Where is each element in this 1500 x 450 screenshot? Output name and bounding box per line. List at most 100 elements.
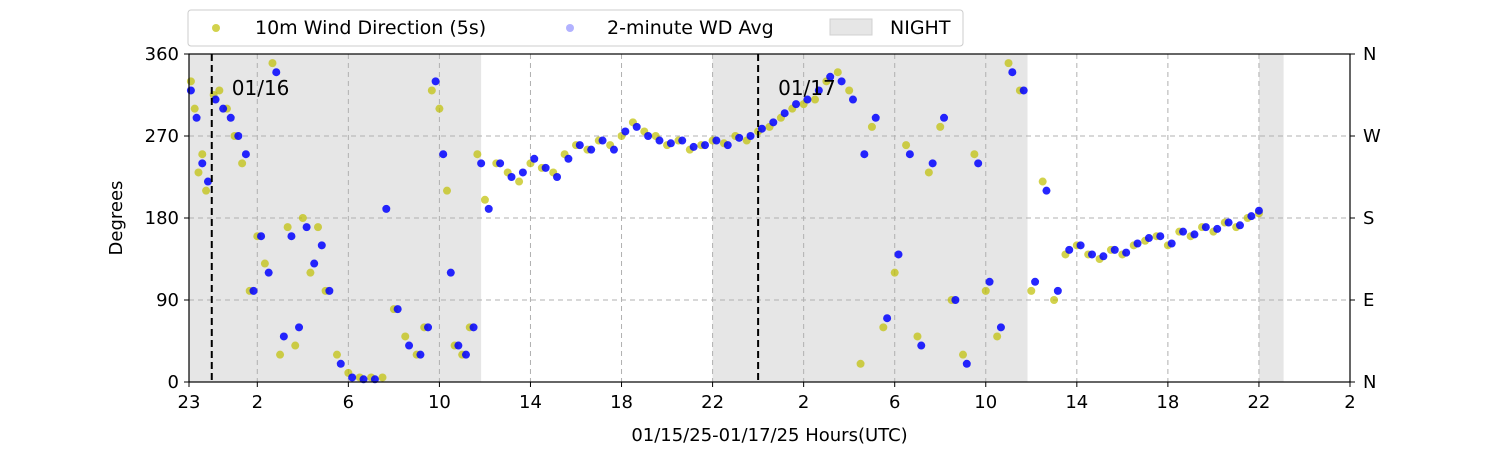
wd-avg-point: [249, 286, 258, 295]
wd-avg-point: [598, 136, 607, 145]
y-axis-label: Degrees: [106, 181, 127, 256]
wd-avg-point: [587, 145, 596, 154]
wind-direction-point: [202, 186, 211, 195]
wd-avg-point: [701, 141, 709, 150]
wd-avg-point: [883, 314, 892, 323]
wd-avg-point: [1019, 86, 1028, 95]
wd-avg-point: [940, 113, 949, 122]
wd-avg-point: [203, 177, 212, 186]
wd-avg-point: [769, 118, 778, 127]
wd-avg-point: [860, 150, 869, 159]
x-axis-label: 01/15/25-01/17/25 Hours(UTC): [631, 425, 907, 446]
wd-avg-point: [1224, 218, 1233, 227]
wd-avg-point: [461, 350, 470, 359]
wd-avg-point: [439, 150, 448, 159]
wind-direction-point: [1027, 286, 1036, 295]
wd-avg-point: [234, 132, 243, 140]
wd-avg-point: [310, 259, 319, 268]
wind-direction-point: [427, 86, 436, 95]
y-right-tick-label: S: [1363, 208, 1374, 229]
x-tick-label: 18: [1156, 392, 1179, 413]
wind-direction-point: [936, 122, 945, 131]
legend-label: 2-minute WD Avg: [607, 17, 774, 39]
wd-avg-point: [814, 86, 823, 95]
wd-avg-point: [186, 86, 195, 95]
wind-direction-point: [981, 286, 990, 295]
wd-avg-point: [530, 154, 539, 163]
x-tick-label: 22: [701, 392, 724, 413]
wd-avg-point: [746, 132, 755, 140]
wind-direction-point: [238, 159, 247, 168]
wd-avg-point: [454, 341, 463, 350]
wind-direction-point: [190, 104, 199, 113]
wind-direction-point: [1004, 59, 1013, 68]
wind-direction-point: [811, 95, 820, 104]
y-tick-label: 180: [145, 208, 179, 229]
data-layer: [186, 59, 1263, 384]
y-right-tick-label: N: [1363, 372, 1376, 393]
wd-avg-point: [1144, 234, 1153, 243]
wd-avg-point: [917, 341, 926, 350]
wd-avg-point: [496, 159, 505, 168]
day-marker-label: 01/17: [778, 76, 836, 100]
wd-avg-point: [1008, 68, 1017, 77]
wind-direction-point: [993, 332, 1002, 341]
wd-avg-point: [507, 173, 516, 181]
wd-avg-point: [226, 113, 235, 122]
wd-avg-point: [484, 204, 493, 213]
wd-avg-point: [655, 136, 664, 145]
wd-avg-point: [1042, 186, 1051, 195]
wind-direction-point: [833, 68, 842, 77]
wd-avg-point: [894, 250, 903, 259]
wd-avg-point: [1156, 232, 1165, 241]
x-tick-label: 14: [519, 392, 542, 413]
legend-night-swatch: [829, 18, 873, 36]
wd-avg-point: [644, 132, 653, 140]
wind-direction-point: [260, 259, 269, 268]
wd-avg-point: [393, 305, 402, 314]
y-tick-label: 0: [168, 372, 179, 393]
wind-direction-point: [515, 177, 524, 186]
wind-direction-point: [378, 373, 387, 382]
wd-avg-point: [996, 323, 1005, 332]
wd-avg-point: [348, 373, 357, 382]
wd-avg-point: [962, 359, 971, 368]
wind-direction-point: [401, 332, 410, 341]
wind-direction-point: [480, 195, 489, 204]
wd-avg-point: [1122, 248, 1131, 257]
wd-avg-point: [241, 150, 250, 159]
wd-avg-point: [735, 133, 744, 142]
wd-avg-point: [325, 286, 334, 295]
wd-avg-point: [446, 268, 455, 277]
wd-avg-point: [1179, 227, 1188, 236]
wind-direction-point: [856, 359, 865, 368]
wind-direction-point: [435, 104, 444, 113]
wd-avg-point: [848, 95, 857, 104]
wd-avg-point: [666, 139, 675, 148]
wd-avg-point: [469, 323, 478, 332]
wind-direction-point: [186, 77, 195, 86]
wd-avg-point: [826, 72, 835, 81]
wd-avg-point: [678, 136, 687, 145]
legend-label: 10m Wind Direction (5s): [255, 17, 486, 39]
wind-direction-point: [867, 122, 876, 131]
wd-avg-point: [1099, 252, 1108, 261]
x-tick-label: 2: [252, 392, 263, 413]
y-tick-label: 270: [145, 126, 179, 147]
wd-avg-point: [1065, 245, 1074, 254]
wd-avg-point: [1076, 241, 1085, 250]
y-right-tick-label: W: [1363, 126, 1381, 147]
wd-avg-point: [477, 159, 486, 168]
wd-avg-point: [198, 159, 207, 168]
x-tick-label: 22: [1247, 392, 1270, 413]
wind-direction-point: [215, 86, 224, 95]
wd-avg-point: [1133, 239, 1142, 248]
wind-direction-point: [314, 223, 322, 232]
wd-avg-point: [1235, 221, 1244, 230]
x-tick-label: 6: [343, 392, 354, 413]
wind-direction-point: [924, 168, 933, 177]
wd-avg-point: [905, 150, 914, 159]
wd-avg-point: [518, 168, 527, 177]
wd-avg-point: [317, 241, 326, 250]
wd-avg-point: [792, 100, 801, 109]
